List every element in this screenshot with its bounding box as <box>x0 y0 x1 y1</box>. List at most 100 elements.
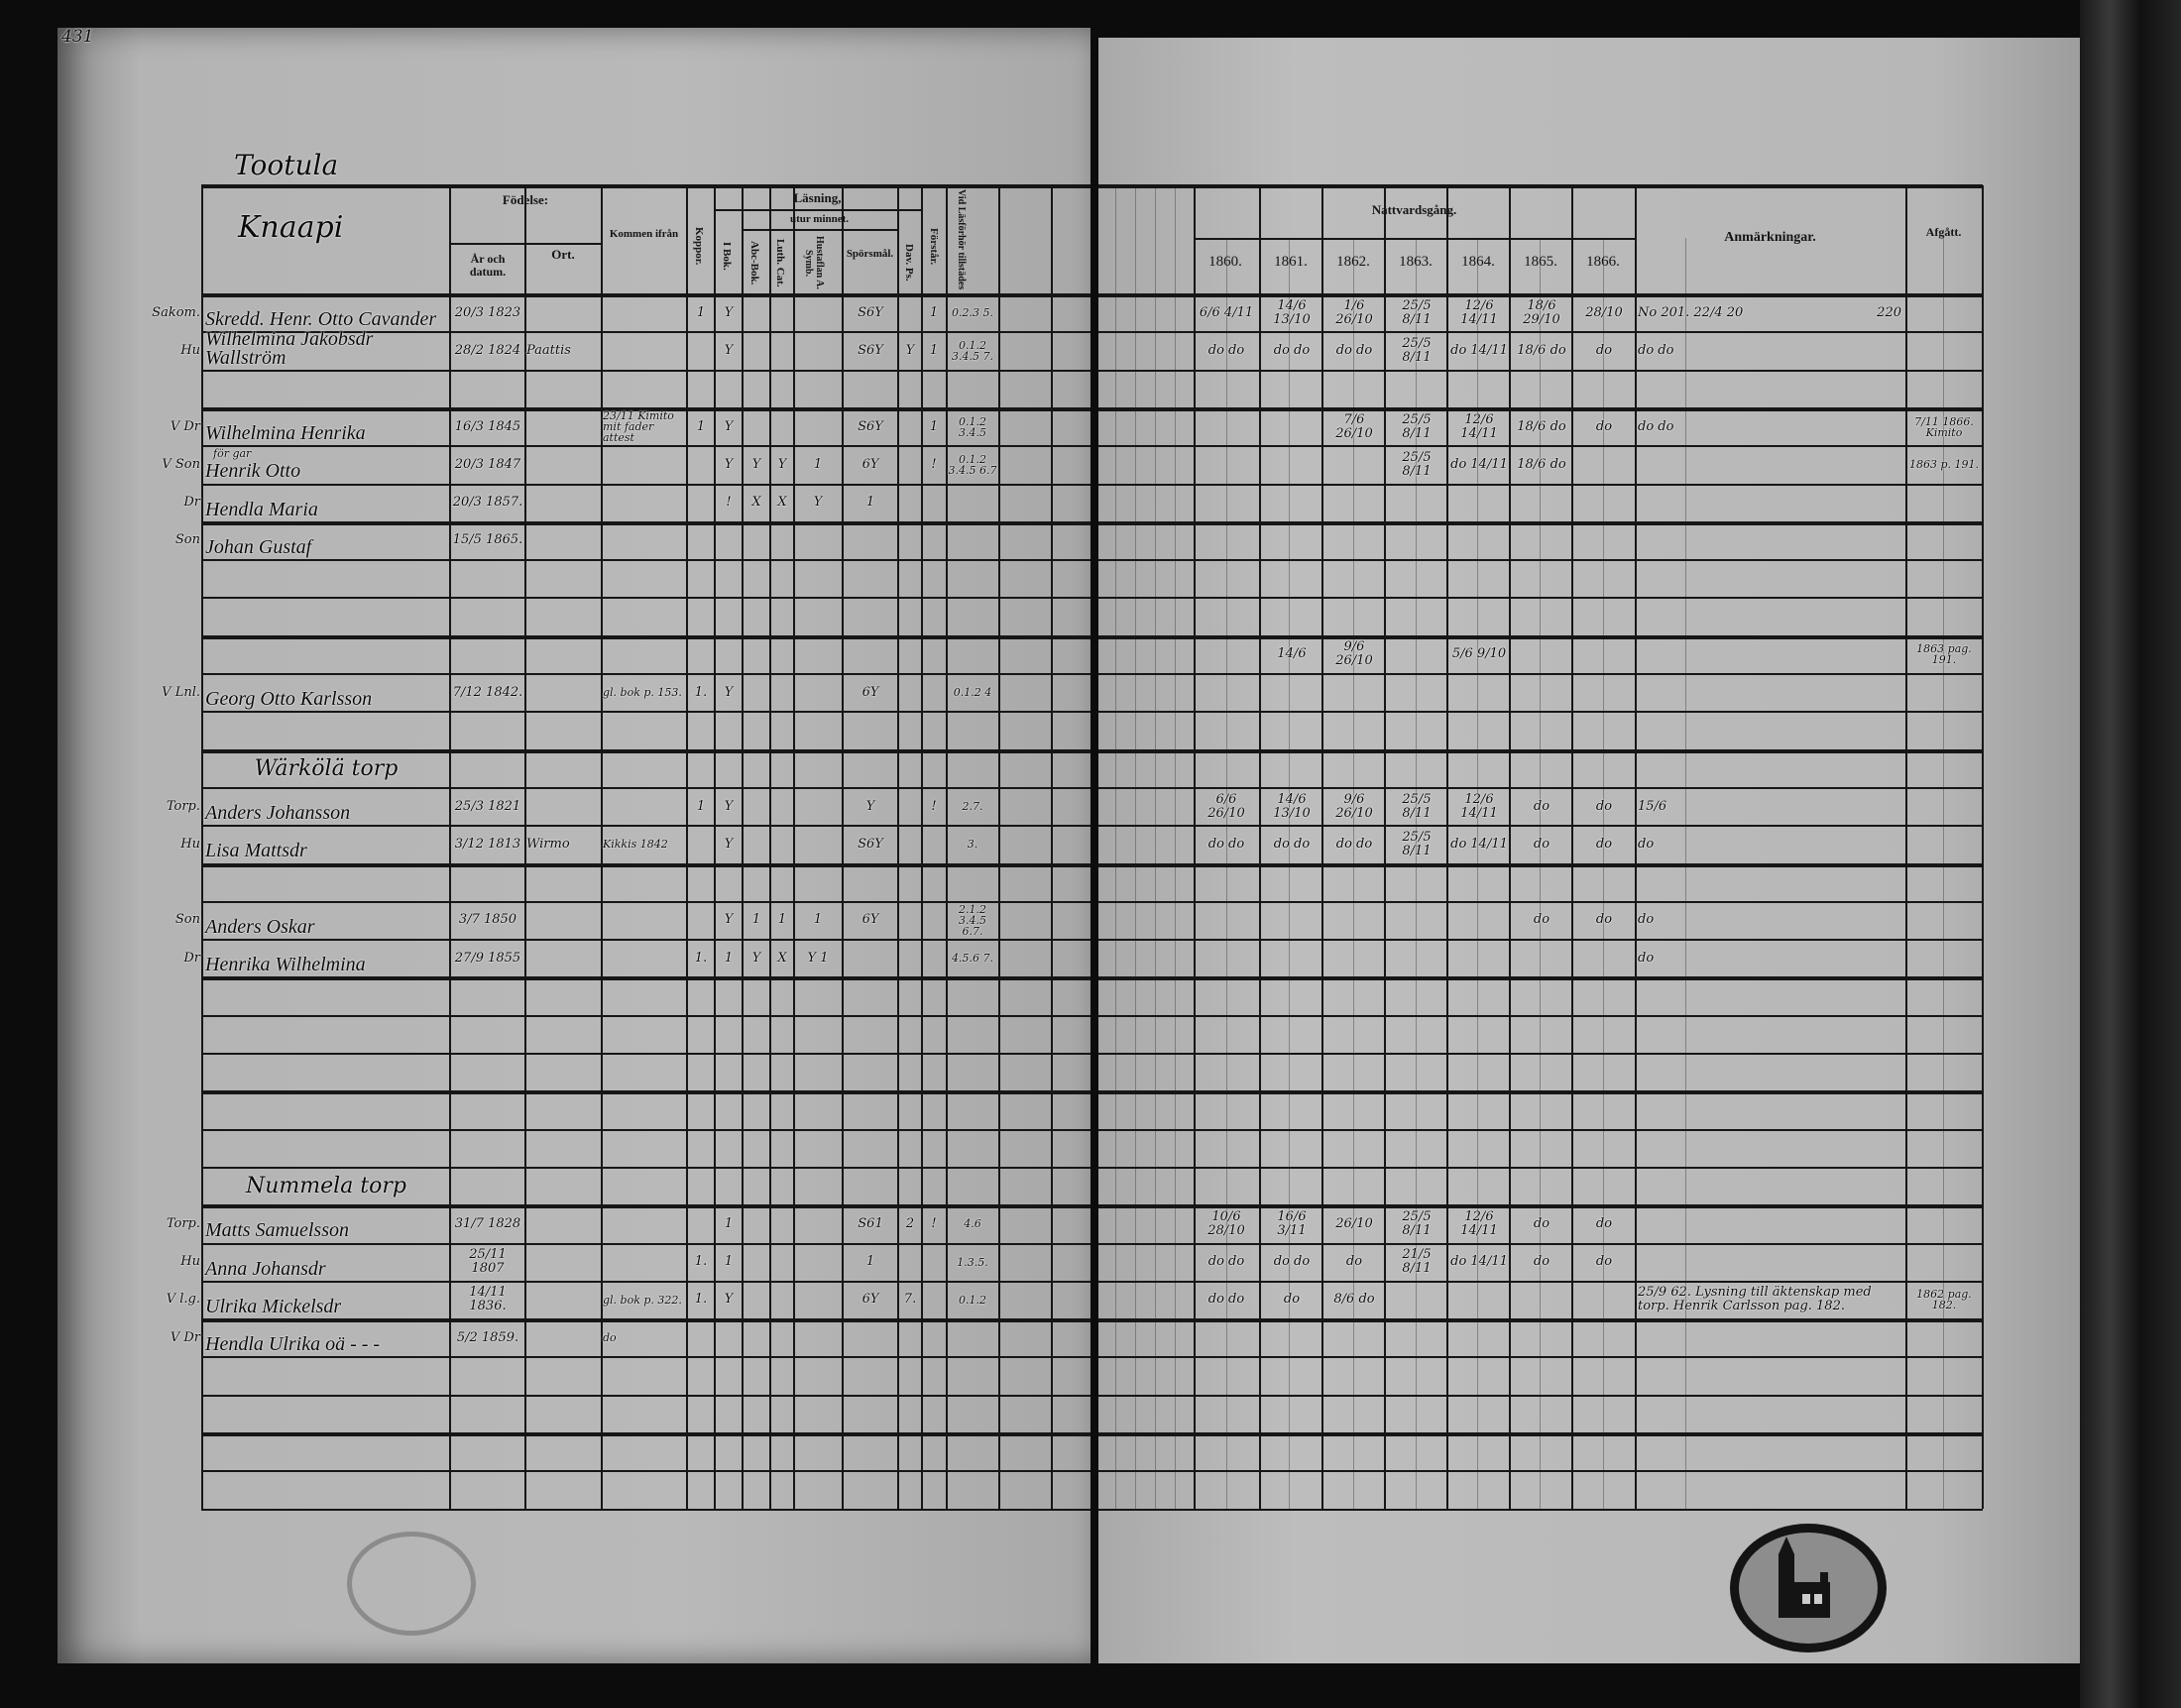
person-name: Anders Oskar <box>205 916 315 939</box>
column-divider <box>1194 185 1196 1509</box>
row-rule <box>1098 597 1983 600</box>
communion-date: 6/6 26/10 <box>1207 791 1245 821</box>
row-rule <box>201 1508 1090 1511</box>
prefix-value: Hu <box>180 1254 200 1270</box>
faint-column-divider <box>1685 238 1686 1509</box>
row-rule <box>201 445 1090 448</box>
ibok-value: Y <box>724 418 734 434</box>
row-rule <box>1098 1318 1983 1323</box>
row-rule <box>1098 786 1983 789</box>
prefix-value: Son <box>174 532 200 548</box>
person-name: Wilhelmina Jakobsdr Wallström <box>205 327 374 369</box>
forstar-value: 1 <box>929 342 939 358</box>
communion-date: 25/5 8/11 <box>1402 335 1432 365</box>
remark-note: 220 <box>1877 304 1901 320</box>
anm-value: do <box>1638 836 1655 852</box>
birth-value: 20/3 1857. <box>452 495 523 511</box>
year-header: 1863. <box>1399 254 1433 270</box>
row-rule <box>1098 406 1983 411</box>
section-heading: Wärkölä torp <box>254 755 399 781</box>
faint-column-divider <box>1289 238 1290 1509</box>
row-rule <box>201 1318 1090 1323</box>
archive-stamp <box>1730 1524 1887 1652</box>
ibok-value: Y <box>724 798 734 814</box>
church-icon <box>1779 1537 1830 1618</box>
birth-value: 16/3 1845 <box>454 418 521 434</box>
row-rule <box>201 1280 1090 1283</box>
header-in-book: I Bok. <box>721 241 734 271</box>
dav-value: Y <box>905 342 915 358</box>
ibok-value: ! <box>726 495 732 511</box>
column-divider <box>524 185 526 1509</box>
communion-date: 12/6 14/11 <box>1460 411 1498 441</box>
prefix-value: V Dr <box>170 1329 200 1345</box>
afgatt-value: 7/11 1866. Kimito <box>1914 414 1974 439</box>
communion-date: 6/6 4/11 <box>1199 304 1254 320</box>
communion-date: do do <box>1273 1254 1311 1270</box>
column-divider <box>946 185 948 1509</box>
communion-date: 1/6 26/10 <box>1335 297 1373 327</box>
communion-date: do do <box>1335 342 1373 358</box>
faint-column-divider <box>1175 185 1176 1509</box>
ibok-value: Y <box>724 456 734 472</box>
row-rule <box>1098 520 1983 525</box>
row-rule <box>1098 1356 1983 1359</box>
year-header: 1862. <box>1336 254 1370 270</box>
row-rule <box>1098 1470 1983 1473</box>
communion-date: do <box>1283 1292 1301 1308</box>
name-annotation: för gar <box>213 446 252 460</box>
row-rule <box>201 331 1090 334</box>
ort-value: Wirmo <box>526 836 570 852</box>
row-rule <box>201 673 1090 675</box>
row-rule <box>201 1090 1090 1095</box>
communion-date: do 14/11 <box>1450 342 1508 358</box>
header-hustaflan: Hustaflan A. Symb. <box>803 236 825 289</box>
communion-date: do <box>1533 1254 1550 1270</box>
faint-column-divider <box>1115 185 1116 1509</box>
spors-value: 1 <box>865 1254 875 1270</box>
header-remarks: Anmärkningar. <box>1724 230 1816 245</box>
row-rule <box>201 1470 1090 1473</box>
communion-date: do <box>1595 912 1613 928</box>
birth-value: 3/7 1850 <box>458 912 517 928</box>
row-rule <box>201 406 1090 411</box>
row-rule <box>201 1128 1090 1131</box>
faint-column-divider <box>1540 238 1541 1509</box>
anm-value: do <box>1638 950 1655 966</box>
vid-value: 4.6 <box>964 1217 981 1231</box>
communion-date: 25/5 8/11 <box>1402 791 1432 821</box>
ibok-value: Y <box>724 342 734 358</box>
row-rule <box>201 483 1090 486</box>
communion-date: do <box>1595 418 1613 434</box>
row-rule <box>201 862 1090 867</box>
ibok-value: Y <box>724 304 734 320</box>
prefix-value: Torp. <box>166 798 200 814</box>
row-rule <box>1098 1090 1983 1095</box>
row-rule <box>201 1204 1090 1209</box>
communion-date: do <box>1533 798 1550 814</box>
row-rule <box>1098 673 1983 675</box>
ibok-value: Y <box>724 836 734 852</box>
ibok-value: Y <box>724 912 734 928</box>
column-divider <box>897 185 899 1509</box>
row-rule <box>1098 939 1983 942</box>
birth-value: 15/5 1865. <box>452 532 523 548</box>
prefix-value: Hu <box>180 342 200 358</box>
birth-value: 25/11 1807 <box>469 1247 507 1277</box>
header-came-from: Kommen ifrån <box>609 228 679 240</box>
row-rule <box>201 293 1090 297</box>
person-name: Anna Johansdr <box>205 1257 326 1280</box>
communion-date: 9/6 26/10 <box>1335 791 1373 821</box>
column-divider <box>1635 185 1637 1509</box>
abc-value: Y <box>751 456 761 472</box>
ort-value: Paattis <box>526 342 571 358</box>
person-name: Hendla Ulrika oä - - - <box>205 1333 381 1356</box>
vid-value: 0.2.3 5. <box>952 306 993 320</box>
spors-value: S61 <box>858 1215 883 1231</box>
abc-value: 1 <box>751 912 761 928</box>
faint-archive-stamp <box>347 1532 476 1636</box>
prefix-value: Sakom. <box>152 304 200 320</box>
row-rule <box>1098 1014 1983 1017</box>
abc-value: X <box>751 495 761 511</box>
communion-date: do 14/11 <box>1450 456 1508 472</box>
